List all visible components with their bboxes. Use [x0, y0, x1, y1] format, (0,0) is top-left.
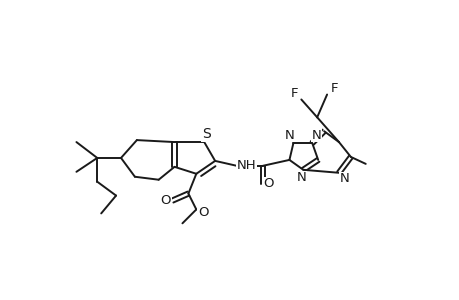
- Text: NH: NH: [236, 159, 256, 172]
- Text: S: S: [202, 127, 210, 141]
- Text: F: F: [330, 82, 337, 95]
- Text: O: O: [197, 206, 208, 219]
- Text: O: O: [160, 194, 170, 207]
- Text: N: N: [284, 129, 294, 142]
- Text: F: F: [290, 87, 297, 100]
- Text: N: N: [339, 172, 349, 185]
- Text: N: N: [296, 171, 306, 184]
- Text: N: N: [311, 129, 320, 142]
- Text: O: O: [263, 177, 273, 190]
